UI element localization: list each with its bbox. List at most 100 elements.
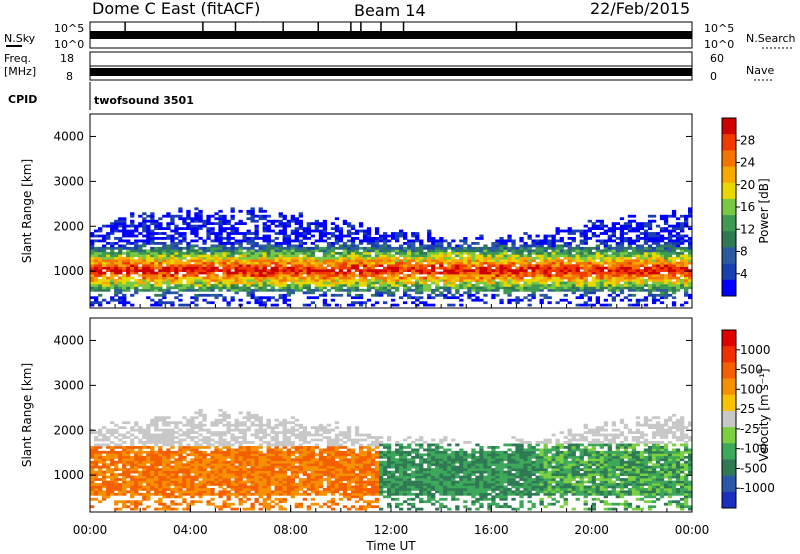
heatmap-cell [122, 232, 127, 235]
heatmap-cell [579, 281, 584, 285]
heatmap-cell [178, 251, 183, 255]
heatmap-cell [531, 284, 536, 287]
heatmap-cell [238, 269, 243, 272]
heatmap-cell [459, 254, 464, 258]
heatmap-cell [250, 478, 255, 481]
heatmap-cell [334, 271, 340, 275]
heatmap-cell [230, 473, 235, 476]
heatmap-cell [443, 249, 448, 253]
heatmap-cell [234, 507, 239, 511]
heatmap-cell [519, 279, 524, 282]
heatmap-cell [471, 293, 476, 297]
heatmap-cell [134, 470, 139, 474]
heatmap-cell [475, 291, 480, 295]
heatmap-cell [507, 246, 512, 250]
heatmap-cell [94, 298, 99, 302]
heatmap-cell [226, 274, 231, 277]
heatmap-cell [150, 264, 155, 267]
heatmap-cell [258, 261, 263, 265]
heatmap-cell [659, 244, 665, 248]
heatmap-cell [330, 276, 336, 280]
heatmap-cell [567, 288, 572, 292]
heatmap-cell [114, 222, 119, 225]
heatmap-cell [579, 296, 584, 300]
heatmap-cell [684, 288, 689, 292]
heatmap-cell [114, 259, 119, 263]
heatmap-cell [230, 475, 235, 479]
heatmap-cell [627, 281, 633, 285]
heatmap-cell [603, 251, 608, 255]
heatmap-cell [383, 261, 388, 265]
heatmap-cell [226, 264, 231, 267]
heatmap-cell [106, 232, 111, 235]
heatmap-cell [182, 431, 187, 434]
heatmap-cell [158, 279, 163, 282]
heatmap-cell [680, 237, 685, 240]
heatmap-cell [166, 227, 171, 230]
heatmap-cell [354, 259, 360, 263]
heatmap-cell [639, 237, 645, 240]
heatmap-cell [250, 475, 255, 479]
heatmap-cell [507, 259, 512, 263]
heatmap-cell [166, 237, 171, 240]
heatmap-cell [527, 246, 532, 250]
heatmap-cell [98, 490, 103, 494]
heatmap-cell [194, 217, 199, 221]
heatmap-cell [130, 234, 135, 238]
heatmap-cell [166, 507, 171, 511]
heatmap-cell [230, 237, 235, 240]
heatmap-cell [230, 276, 235, 280]
heatmap-cell [639, 279, 645, 282]
heatmap-cell [302, 286, 307, 290]
heatmap-cell [266, 219, 271, 223]
heatmap-cell [230, 460, 235, 464]
heatmap-cell [194, 256, 199, 260]
heatmap-cell [302, 261, 307, 265]
heatmap-cell [607, 227, 612, 230]
heatmap-cell [214, 239, 219, 243]
heatmap-cell [178, 488, 183, 491]
heatmap-cell [479, 254, 484, 258]
heatmap-cell [346, 281, 352, 285]
heatmap-cell [234, 468, 239, 471]
heatmap-cell [302, 256, 307, 260]
heatmap-cell [499, 249, 504, 253]
heatmap-cell [639, 264, 645, 267]
frequency-tick-bottom: 8 [66, 70, 73, 83]
heatmap-cell [346, 229, 352, 233]
heatmap-cell [318, 264, 324, 267]
heatmap-cell [94, 458, 99, 462]
heatmap-cell [98, 443, 103, 447]
heatmap-cell [278, 222, 283, 225]
heatmap-cell [366, 298, 372, 302]
heatmap-cell [222, 488, 227, 491]
heatmap-cell [102, 281, 107, 285]
heatmap-cell [106, 251, 111, 255]
heatmap-cell [294, 249, 299, 253]
heatmap-cell [627, 276, 633, 280]
heatmap-cell [194, 455, 199, 459]
heatmap-cell [94, 463, 99, 467]
heatmap-cell [234, 480, 239, 484]
heatmap-cell [206, 490, 211, 494]
heatmap-cell [383, 286, 388, 290]
heatmap-cell [491, 293, 496, 297]
heatmap-cell [110, 475, 115, 479]
heatmap-cell [294, 251, 299, 255]
heatmap-cell [158, 497, 163, 501]
heatmap-cell [202, 438, 207, 442]
heatmap-cell [150, 276, 155, 280]
heatmap-cell [587, 251, 592, 255]
heatmap-cell [234, 426, 239, 429]
heatmap-cell [106, 224, 111, 228]
heatmap-cell [491, 244, 496, 248]
heatmap-cell [114, 483, 119, 486]
heatmap-cell [114, 256, 119, 260]
heatmap-cell [234, 279, 239, 282]
heatmap-cell [110, 463, 115, 467]
heatmap-cell [158, 473, 163, 476]
heatmap-cell [326, 284, 332, 287]
heatmap-cell [423, 281, 428, 285]
heatmap-cell [362, 251, 368, 255]
heatmap-cell [334, 303, 340, 307]
